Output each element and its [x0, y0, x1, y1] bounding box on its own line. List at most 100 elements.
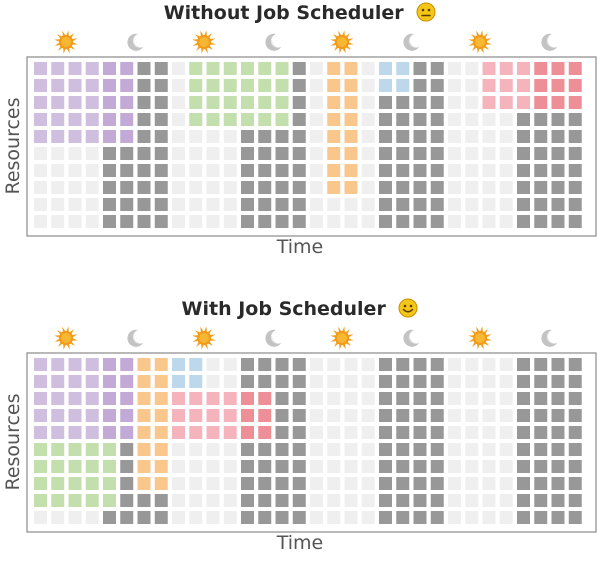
idle-day-cell: [34, 511, 47, 524]
idle-night-cell: [137, 181, 151, 194]
idle-night-cell: [534, 215, 548, 228]
idle-day-cell: [172, 511, 185, 524]
idle-day-cell: [85, 511, 99, 524]
idle-night-cell: [396, 392, 410, 405]
idle-night-cell: [568, 409, 582, 422]
idle-day-cell: [223, 130, 237, 143]
job-cell-pink: [258, 392, 272, 405]
idle-day-cell: [448, 198, 461, 211]
idle-day-cell: [327, 426, 341, 439]
job-cell-purple: [120, 62, 134, 75]
job-cell-orange: [327, 96, 341, 109]
idle-day-cell: [499, 460, 513, 473]
job-cell-orange: [327, 79, 341, 92]
job-cell-orange: [154, 443, 168, 456]
idle-night-cell: [258, 215, 272, 228]
idle-day-cell: [482, 375, 496, 388]
idle-day-cell: [68, 198, 82, 211]
job-cell-blue: [396, 79, 410, 92]
idle-day-cell: [172, 477, 185, 490]
job-cell-green: [258, 96, 272, 109]
job-cell-green: [241, 79, 254, 92]
idle-night-cell: [551, 460, 565, 473]
idle-day-cell: [482, 409, 496, 422]
idle-day-cell: [51, 198, 65, 211]
job-cell-orange: [344, 130, 358, 143]
idle-day-cell: [189, 198, 203, 211]
idle-day-cell: [172, 79, 185, 92]
job-cell-purple: [51, 62, 65, 75]
moon-icon: [538, 31, 560, 57]
idle-day-cell: [223, 511, 237, 524]
job-cell-green: [85, 443, 99, 456]
idle-day-cell: [482, 130, 496, 143]
idle-night-cell: [517, 460, 530, 473]
idle-night-cell: [568, 164, 582, 177]
job-cell-blue: [396, 62, 410, 75]
idle-night-cell: [430, 147, 444, 160]
idle-night-cell: [258, 198, 272, 211]
job-cell-purple: [103, 426, 116, 439]
idle-day-cell: [499, 130, 513, 143]
idle-night-cell: [275, 130, 289, 143]
idle-day-cell: [448, 375, 461, 388]
idle-night-cell: [396, 164, 410, 177]
idle-day-cell: [327, 477, 341, 490]
idle-night-cell: [379, 375, 392, 388]
idle-night-cell: [413, 181, 427, 194]
idle-day-cell: [223, 358, 237, 371]
idle-day-cell: [482, 181, 496, 194]
idle-day-cell: [482, 147, 496, 160]
idle-day-cell: [172, 164, 185, 177]
idle-night-cell: [430, 96, 444, 109]
panel-title-with-scheduler: With Job Scheduler: [0, 298, 600, 320]
idle-night-cell: [517, 130, 530, 143]
idle-day-cell: [310, 215, 323, 228]
idle-day-cell: [223, 375, 237, 388]
job-cell-purple: [68, 62, 82, 75]
idle-night-cell: [534, 147, 548, 160]
idle-day-cell: [310, 198, 323, 211]
idle-day-cell: [206, 477, 220, 490]
job-cell-purple: [103, 392, 116, 405]
job-cell-purple: [103, 130, 116, 143]
idle-day-cell: [310, 375, 323, 388]
job-cell-pink: [551, 62, 565, 75]
idle-night-cell: [379, 511, 392, 524]
job-cell-pink: [206, 392, 220, 405]
idle-day-cell: [344, 198, 358, 211]
idle-night-cell: [292, 113, 306, 126]
idle-day-cell: [361, 409, 375, 422]
idle-night-cell: [430, 426, 444, 439]
idle-day-cell: [189, 181, 203, 194]
idle-night-cell: [275, 494, 289, 507]
idle-night-cell: [551, 477, 565, 490]
job-cell-pink: [534, 62, 548, 75]
idle-day-cell: [482, 511, 496, 524]
idle-day-cell: [499, 164, 513, 177]
idle-day-cell: [361, 79, 375, 92]
job-cell-purple: [51, 79, 65, 92]
idle-night-cell: [551, 113, 565, 126]
job-cell-purple: [51, 130, 65, 143]
idle-night-cell: [120, 460, 134, 473]
job-cell-orange: [154, 460, 168, 473]
idle-night-cell: [258, 477, 272, 490]
sun-icon: [467, 29, 493, 59]
job-cell-green: [258, 113, 272, 126]
idle-night-cell: [120, 511, 134, 524]
job-cell-green: [51, 494, 65, 507]
idle-night-cell: [275, 198, 289, 211]
idle-night-cell: [241, 198, 254, 211]
idle-night-cell: [275, 392, 289, 405]
job-cell-purple: [51, 375, 65, 388]
job-cell-pink: [172, 426, 185, 439]
job-cell-purple: [34, 113, 47, 126]
job-cell-green: [275, 79, 289, 92]
idle-night-cell: [154, 130, 168, 143]
job-cell-pink: [206, 426, 220, 439]
idle-day-cell: [448, 477, 461, 490]
job-cell-blue: [172, 358, 185, 371]
idle-day-cell: [51, 181, 65, 194]
idle-night-cell: [241, 164, 254, 177]
